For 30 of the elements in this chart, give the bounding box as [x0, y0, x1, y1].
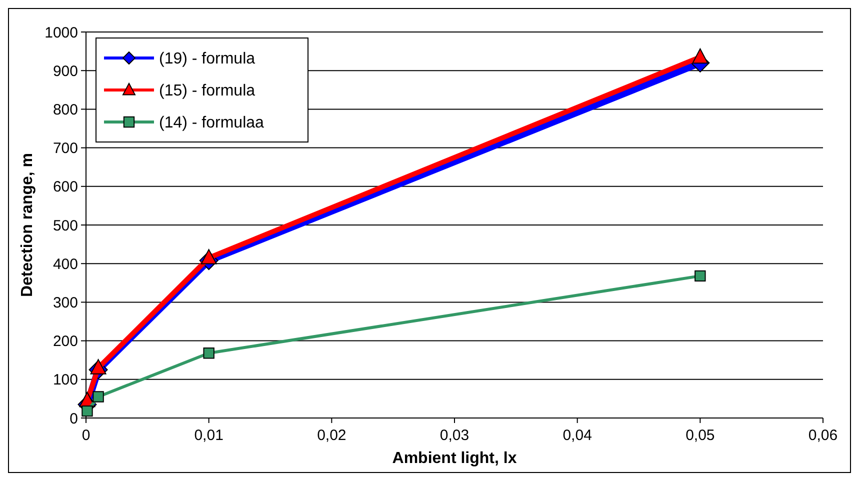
- y-tick-label: 100: [52, 372, 78, 389]
- point: [92, 391, 104, 402]
- point: [694, 270, 706, 282]
- y-tick-label: 400: [52, 256, 78, 273]
- legend-label: (14) - formulaa: [159, 114, 264, 132]
- point: [90, 359, 106, 374]
- point: [82, 405, 93, 417]
- y-tick-label: 800: [52, 101, 78, 118]
- y-axis-title: Detection range, m: [19, 152, 36, 298]
- y-tick-label: 1000: [44, 24, 78, 42]
- y-tick-label: 700: [52, 140, 78, 158]
- legend-label: (19) - formula: [159, 50, 256, 68]
- x-tick-label: 0,06: [808, 427, 838, 444]
- y-tick-label: 200: [52, 333, 78, 350]
- x-tick-label: 0,05: [686, 427, 715, 444]
- x-tick-label: 0,01: [194, 427, 224, 444]
- x-tick-label: 0,04: [562, 427, 592, 444]
- y-tick-label: 0: [70, 410, 78, 428]
- x-axis-title: Ambient light, lx: [392, 450, 517, 467]
- y-tick-label: 300: [52, 294, 78, 312]
- x-tick-label: 0,02: [317, 427, 346, 444]
- legend-label: (15) - formula: [159, 82, 256, 100]
- x-tick-label: 0,03: [440, 427, 470, 444]
- point: [203, 348, 214, 359]
- y-tick-label: 500: [52, 217, 78, 234]
- x-tick-label: 0: [82, 427, 90, 444]
- point: [200, 249, 217, 264]
- point: [692, 48, 708, 64]
- y-tick-label: 900: [52, 62, 78, 80]
- y-tick-label: 600: [52, 178, 78, 196]
